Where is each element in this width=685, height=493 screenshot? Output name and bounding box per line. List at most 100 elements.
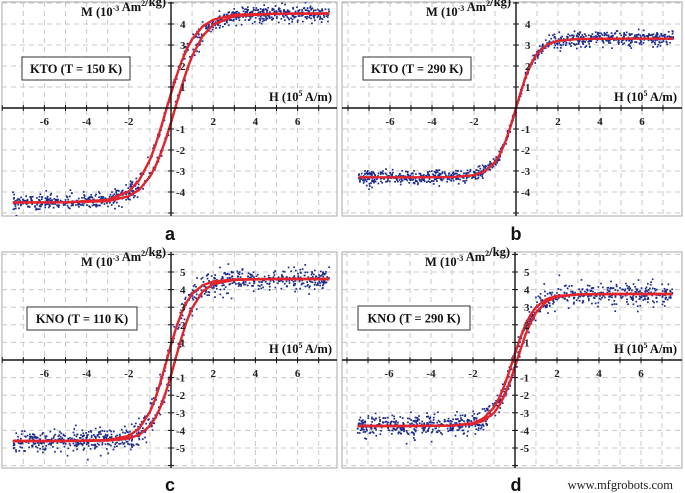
- data-point: [362, 182, 365, 184]
- data-point: [540, 52, 543, 55]
- y-tick-label: 4: [180, 285, 186, 297]
- y-tick-label: -2: [176, 390, 186, 402]
- data-point: [568, 285, 571, 288]
- data-point: [195, 285, 197, 288]
- data-point: [54, 433, 57, 436]
- data-point: [30, 199, 33, 202]
- data-point: [145, 422, 147, 425]
- data-point: [665, 40, 668, 43]
- data-point: [669, 297, 672, 299]
- data-point: [34, 436, 37, 439]
- data-point: [565, 284, 567, 287]
- data-point: [434, 427, 437, 430]
- data-point: [251, 275, 254, 278]
- data-point: [226, 292, 228, 295]
- sample-label: KNO (T = 110 K): [36, 312, 128, 326]
- data-point: [87, 441, 90, 444]
- data-point: [378, 416, 381, 419]
- data-point: [564, 297, 566, 300]
- data-point: [266, 11, 268, 13]
- data-point: [399, 427, 402, 430]
- data-point: [248, 282, 251, 284]
- data-point: [541, 299, 544, 301]
- data-point: [406, 179, 409, 182]
- data-point: [609, 295, 611, 298]
- data-point: [588, 39, 591, 42]
- data-point: [261, 17, 264, 20]
- data-point: [238, 273, 241, 276]
- data-point: [640, 287, 643, 289]
- data-point: [633, 36, 636, 39]
- data-point: [235, 283, 237, 285]
- data-point: [38, 444, 40, 446]
- data-point: [616, 30, 619, 32]
- data-point: [72, 442, 75, 445]
- data-point: [588, 284, 591, 287]
- data-point: [414, 429, 417, 432]
- data-point: [206, 274, 209, 276]
- x-axis-title: H (105 A/m): [269, 341, 332, 356]
- data-point: [75, 443, 78, 445]
- data-point: [242, 7, 244, 10]
- data-point: [242, 282, 244, 285]
- data-point: [47, 443, 50, 446]
- data-point: [410, 431, 413, 434]
- data-point: [660, 32, 663, 35]
- data-point: [364, 437, 366, 440]
- data-point: [44, 206, 47, 209]
- data-point: [148, 423, 151, 425]
- data-point: [89, 206, 92, 209]
- data-point: [671, 32, 674, 35]
- data-point: [180, 317, 183, 320]
- data-point: [82, 191, 85, 193]
- panel-letter: a: [165, 224, 176, 244]
- data-point: [232, 271, 235, 274]
- data-point: [230, 270, 233, 273]
- label-part: Am: [463, 250, 485, 264]
- data-point: [389, 423, 392, 426]
- data-point: [443, 418, 446, 421]
- data-point: [78, 205, 80, 208]
- data-point: [242, 10, 245, 13]
- data-point: [307, 276, 310, 278]
- data-point: [308, 10, 310, 13]
- data-point: [422, 426, 425, 428]
- data-point: [68, 207, 71, 210]
- data-point: [189, 307, 191, 310]
- x-tick-label: -2: [469, 116, 479, 128]
- data-point: [110, 433, 113, 436]
- data-point: [12, 197, 15, 200]
- data-point: [81, 203, 84, 206]
- data-point: [371, 172, 373, 175]
- data-point: [19, 200, 22, 202]
- data-point: [478, 165, 481, 167]
- data-point: [293, 283, 295, 286]
- data-point: [432, 173, 434, 176]
- data-point: [179, 345, 182, 348]
- data-point: [556, 298, 559, 301]
- data-point: [498, 411, 501, 414]
- data-point: [322, 287, 324, 289]
- data-point: [666, 35, 669, 38]
- data-point: [40, 198, 43, 201]
- data-point: [226, 21, 228, 24]
- data-point: [262, 286, 264, 289]
- data-point: [39, 205, 42, 208]
- data-point: [75, 435, 78, 438]
- data-point: [642, 41, 645, 44]
- data-point: [456, 411, 458, 413]
- data-point: [305, 9, 308, 12]
- data-point: [499, 398, 502, 401]
- data-point: [650, 39, 652, 42]
- data-point: [558, 38, 560, 41]
- data-point: [100, 197, 102, 200]
- data-point: [257, 288, 260, 290]
- data-point: [52, 445, 54, 448]
- data-point: [642, 29, 645, 32]
- data-point: [631, 289, 633, 292]
- data-point: [42, 448, 44, 451]
- data-point: [60, 450, 62, 453]
- data-point: [634, 291, 637, 293]
- data-point: [214, 24, 217, 27]
- data-point: [432, 422, 435, 424]
